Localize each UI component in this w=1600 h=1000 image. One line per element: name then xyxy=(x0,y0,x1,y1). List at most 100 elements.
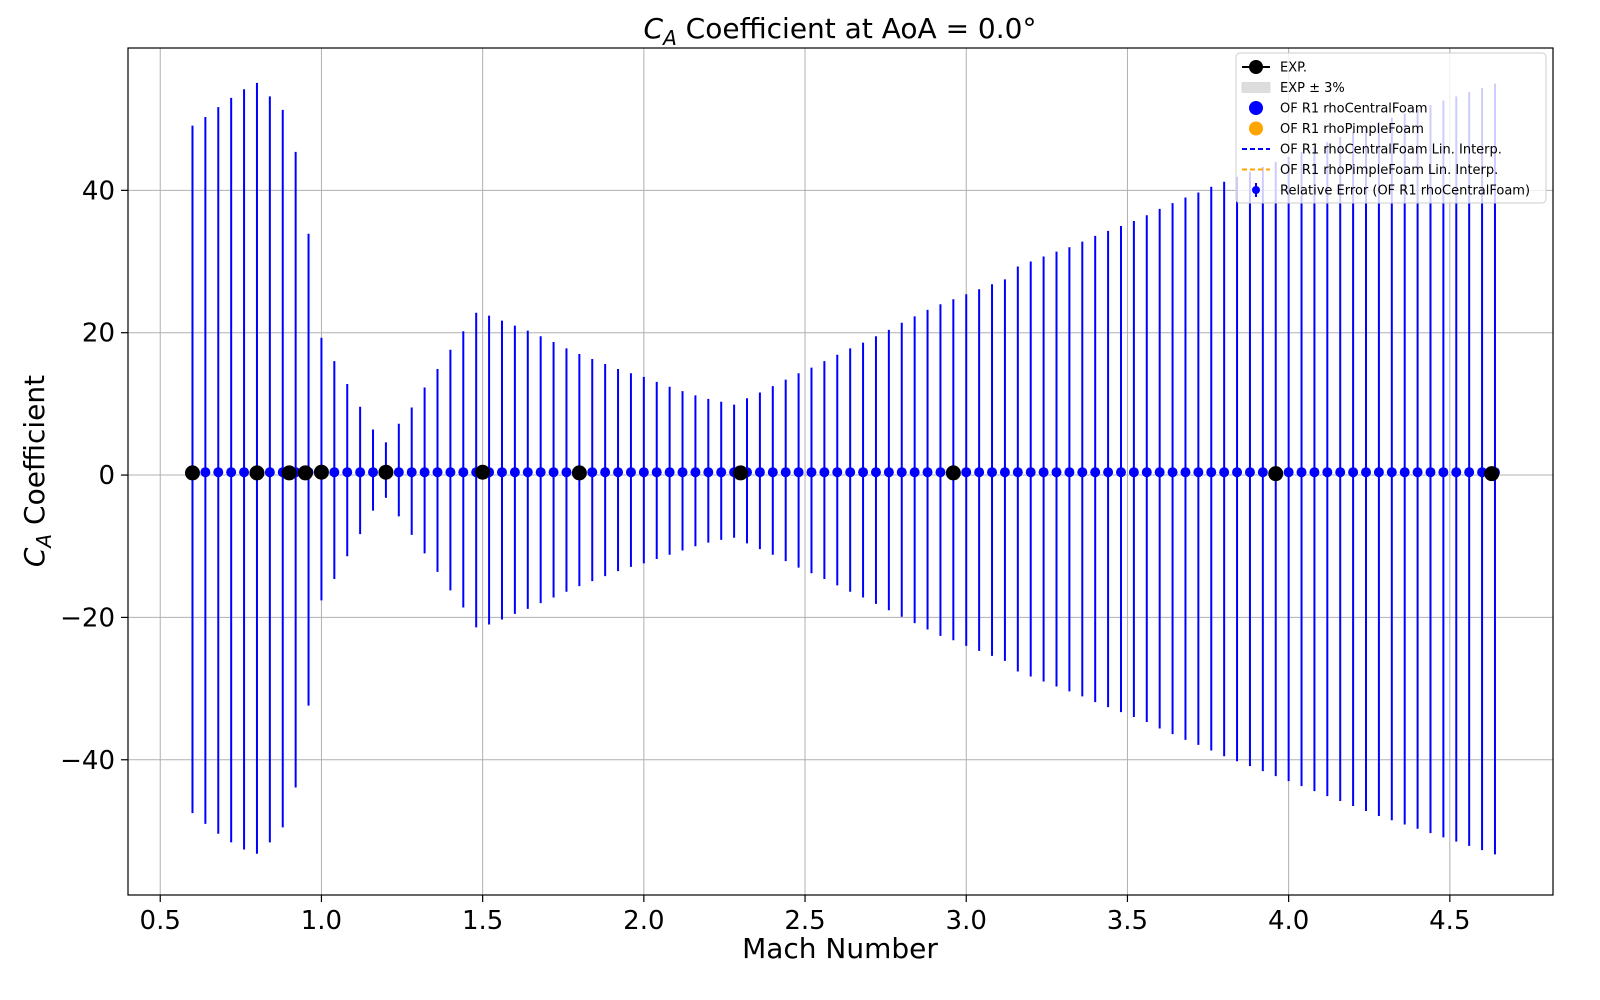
data-point xyxy=(1154,467,1165,478)
data-point xyxy=(200,467,211,478)
data-point xyxy=(1090,467,1101,478)
exp-point xyxy=(313,464,329,480)
data-point xyxy=(368,467,379,478)
data-point xyxy=(896,467,907,478)
data-point xyxy=(600,467,611,478)
data-point xyxy=(1180,467,1191,478)
exp-point xyxy=(184,465,200,481)
data-point xyxy=(1309,467,1320,478)
legend-item: EXP ± 3% xyxy=(1241,81,1345,96)
legend-item: OF R1 rhoCentralFoam xyxy=(1249,101,1428,117)
data-point xyxy=(922,467,933,478)
y-tick-label: −40 xyxy=(60,746,115,776)
data-point xyxy=(1296,467,1307,478)
x-tick-label: 1.5 xyxy=(462,906,503,936)
x-tick-label: 2.5 xyxy=(784,906,825,936)
data-point xyxy=(355,467,366,478)
data-point xyxy=(1464,467,1475,478)
data-point xyxy=(780,467,791,478)
data-point xyxy=(1283,467,1294,478)
y-tick-label: −20 xyxy=(60,603,115,633)
data-point xyxy=(1103,467,1114,478)
data-point xyxy=(767,467,778,478)
exp-point xyxy=(1484,466,1500,482)
legend-label: OF R1 rhoPimpleFoam xyxy=(1280,122,1424,137)
data-point xyxy=(496,467,507,478)
data-point xyxy=(419,467,430,478)
data-point xyxy=(1193,467,1204,478)
exp-point xyxy=(378,464,394,480)
legend-item: OF R1 rhoPimpleFoam Lin. Interp. xyxy=(1242,163,1498,178)
data-point xyxy=(1412,467,1423,478)
data-point xyxy=(1335,467,1346,478)
legend-label: EXP ± 3% xyxy=(1280,81,1345,96)
legend: EXP. EXP ± 3% OF R1 rhoCentralFoam OF R1 rh… xyxy=(1235,52,1547,204)
data-point xyxy=(213,467,224,478)
data-point xyxy=(406,467,417,478)
data-point xyxy=(1219,467,1230,478)
data-point xyxy=(1077,467,1088,478)
data-point xyxy=(329,467,340,478)
y-axis-label: CA Coefficient xyxy=(18,375,56,567)
data-point xyxy=(651,467,662,478)
data-point xyxy=(832,467,843,478)
data-point xyxy=(445,467,456,478)
data-point xyxy=(1257,467,1268,478)
data-point xyxy=(239,467,250,478)
data-point xyxy=(1399,467,1410,478)
data-point xyxy=(1141,467,1152,478)
legend-swatch-band xyxy=(1241,82,1271,93)
data-point xyxy=(677,467,688,478)
data-point xyxy=(1438,467,1449,478)
exp-point xyxy=(475,464,491,480)
exp-point xyxy=(297,465,313,481)
x-tick-label: 4.0 xyxy=(1268,906,1309,936)
legend-swatch-marker xyxy=(1249,121,1263,136)
data-point xyxy=(264,467,275,478)
data-point xyxy=(870,467,881,478)
data-point xyxy=(1167,467,1178,478)
legend-box xyxy=(1235,52,1547,204)
data-point xyxy=(1012,467,1023,478)
data-point xyxy=(1244,467,1255,478)
data-point xyxy=(509,467,520,478)
data-point xyxy=(909,467,920,478)
data-point xyxy=(1128,467,1139,478)
chart-title: CA Coefficient at AoA = 0.0° xyxy=(644,12,1037,50)
data-point xyxy=(1206,467,1217,478)
legend-swatch-marker xyxy=(1249,60,1263,74)
data-point xyxy=(613,467,624,478)
data-point xyxy=(1232,467,1243,478)
data-point xyxy=(548,467,559,478)
data-point xyxy=(522,467,533,478)
data-point xyxy=(806,467,817,478)
data-point xyxy=(858,467,869,478)
data-point xyxy=(935,467,946,478)
legend-label: OF R1 rhoCentralFoam Lin. Interp. xyxy=(1280,143,1502,158)
legend-item: Relative Error (OF R1 rhoCentralFoam) xyxy=(1252,183,1530,199)
data-point xyxy=(1386,467,1397,478)
data-point xyxy=(987,467,998,478)
data-point xyxy=(393,467,404,478)
data-point xyxy=(342,467,353,478)
y-tick-label: 20 xyxy=(82,319,115,349)
data-point xyxy=(754,467,765,478)
x-axis-label: Mach Number xyxy=(742,932,938,965)
data-point xyxy=(587,467,598,478)
data-point xyxy=(561,467,572,478)
data-point xyxy=(974,467,985,478)
exp-point xyxy=(733,465,749,481)
data-point xyxy=(625,467,636,478)
x-tick-label: 4.5 xyxy=(1429,906,1470,936)
exp-point xyxy=(571,465,587,481)
legend-label: Relative Error (OF R1 rhoCentralFoam) xyxy=(1280,184,1530,199)
data-point xyxy=(1373,467,1384,478)
data-point xyxy=(1451,467,1462,478)
data-point xyxy=(1425,467,1436,478)
legend-item: OF R1 rhoPimpleFoam xyxy=(1249,121,1424,137)
exp-point xyxy=(945,465,961,481)
y-tick-label: 40 xyxy=(82,176,115,206)
x-tick-label: 2.0 xyxy=(623,906,664,936)
data-point xyxy=(1038,467,1049,478)
